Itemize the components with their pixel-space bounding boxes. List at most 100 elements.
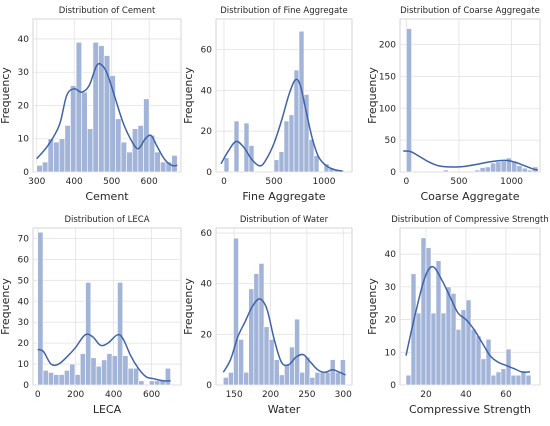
histogram-bar bbox=[64, 125, 71, 173]
histogram-bar bbox=[334, 372, 341, 386]
histogram-bar bbox=[405, 374, 412, 386]
histogram-bar bbox=[222, 377, 229, 386]
histogram-bar bbox=[268, 339, 275, 386]
histogram-bar bbox=[303, 94, 310, 173]
chart-title: Distribution of Water bbox=[240, 215, 329, 225]
y-tick-label: 10 bbox=[18, 360, 30, 370]
x-axis-label: Cement bbox=[85, 190, 129, 203]
histogram-bar bbox=[58, 374, 65, 386]
x-tick-label: 0 bbox=[35, 390, 41, 400]
x-tick-label: 500 bbox=[103, 177, 120, 187]
histogram-bar bbox=[42, 370, 49, 386]
histogram-bar bbox=[474, 169, 481, 173]
histogram-bar bbox=[479, 167, 486, 173]
histogram-bar bbox=[500, 160, 507, 173]
y-axis-label: Frequency bbox=[0, 278, 12, 335]
histogram-bar bbox=[510, 374, 517, 386]
y-tick-label: 40 bbox=[18, 35, 30, 45]
histogram-bar bbox=[81, 91, 88, 173]
x-tick-label: 300 bbox=[28, 177, 45, 187]
x-tick-label: 1000 bbox=[313, 177, 336, 187]
histogram-bar bbox=[243, 372, 250, 386]
histogram-bar bbox=[120, 141, 127, 173]
kde-curve bbox=[220, 78, 343, 172]
histogram-bar bbox=[70, 85, 77, 173]
histogram-bar bbox=[74, 374, 81, 386]
y-tick-label: 40 bbox=[201, 280, 213, 290]
histogram-bar bbox=[238, 339, 244, 386]
y-tick-label: 40 bbox=[18, 297, 30, 307]
histogram-bar bbox=[480, 358, 487, 386]
histogram-bar bbox=[445, 286, 452, 386]
histogram-bar bbox=[288, 114, 295, 173]
y-tick-label: 20 bbox=[201, 330, 213, 340]
histogram-bar bbox=[289, 346, 295, 386]
x-axis-label: Water bbox=[268, 403, 301, 416]
x-tick-label: 300 bbox=[335, 390, 352, 400]
histogram-bar bbox=[293, 69, 300, 173]
histogram-bar bbox=[53, 374, 60, 386]
x-axis-label: LECA bbox=[93, 403, 122, 416]
histogram-bar bbox=[490, 162, 497, 173]
histogram-bar bbox=[485, 338, 492, 386]
kde-curve bbox=[222, 298, 346, 376]
chart-title: Distribution of Compressive Strength bbox=[391, 215, 548, 225]
histogram-bar bbox=[406, 28, 412, 173]
y-tick-label: 100 bbox=[379, 104, 396, 114]
histogram-bar bbox=[253, 273, 260, 386]
chart-title: Distribution of Cement bbox=[59, 6, 156, 16]
histogram-bar bbox=[233, 120, 240, 173]
histogram-bar bbox=[299, 372, 306, 386]
histogram-bar bbox=[313, 155, 320, 173]
y-tick-label: 30 bbox=[18, 68, 30, 78]
histogram-bar bbox=[324, 372, 331, 386]
histogram-bar bbox=[283, 120, 290, 173]
y-tick-label: 20 bbox=[18, 101, 30, 111]
histogram-bar bbox=[329, 359, 336, 386]
histogram-bar bbox=[64, 370, 70, 386]
plot-area bbox=[399, 18, 541, 173]
histogram-bar bbox=[460, 309, 467, 386]
y-tick-label: 30 bbox=[18, 318, 30, 328]
histogram-bar bbox=[273, 359, 280, 386]
histogram-bar bbox=[117, 282, 124, 386]
histogram-bar bbox=[521, 167, 528, 173]
histogram-bar bbox=[278, 374, 285, 386]
histogram-bar bbox=[484, 166, 491, 173]
y-tick-label: 50 bbox=[385, 136, 397, 146]
histogram-bar bbox=[495, 371, 502, 386]
kde-curve bbox=[36, 62, 178, 167]
x-tick-label: 40 bbox=[460, 390, 472, 400]
chart-title: Distribution of Coarse Aggregate bbox=[400, 6, 540, 16]
kde-curve bbox=[403, 150, 539, 171]
histogram-bar bbox=[133, 367, 139, 386]
histogram-bar bbox=[126, 151, 133, 173]
histogram-bar bbox=[160, 161, 167, 173]
histogram-bar bbox=[228, 372, 234, 386]
histogram-bar bbox=[138, 380, 145, 386]
kde-curve bbox=[37, 333, 171, 382]
histogram-bar bbox=[90, 357, 97, 386]
histogram-bar bbox=[122, 355, 129, 386]
y-axis-label: Frequency bbox=[0, 67, 12, 124]
x-tick-label: 250 bbox=[298, 390, 315, 400]
x-tick-label: 0 bbox=[221, 177, 227, 187]
histogram-bar bbox=[127, 367, 134, 386]
x-tick-label: 400 bbox=[105, 390, 122, 400]
y-tick-label: 0 bbox=[390, 168, 396, 178]
y-tick-label: 0 bbox=[23, 168, 29, 178]
histogram-bar bbox=[527, 169, 533, 173]
x-tick-label: 400 bbox=[66, 177, 83, 187]
x-axis-label: Compressive Strength bbox=[409, 403, 531, 416]
histogram-bar bbox=[101, 359, 108, 386]
x-axis-label: Coarse Aggregate bbox=[420, 190, 519, 203]
y-tick-label: 200 bbox=[379, 41, 396, 51]
histogram-bar bbox=[415, 312, 422, 386]
histogram-bar bbox=[79, 353, 86, 386]
histogram-bar bbox=[87, 128, 94, 173]
y-tick-label: 20 bbox=[18, 339, 30, 349]
x-tick-label: 0 bbox=[403, 177, 409, 187]
histogram-bar bbox=[111, 355, 118, 386]
histogram-bar bbox=[36, 165, 43, 173]
